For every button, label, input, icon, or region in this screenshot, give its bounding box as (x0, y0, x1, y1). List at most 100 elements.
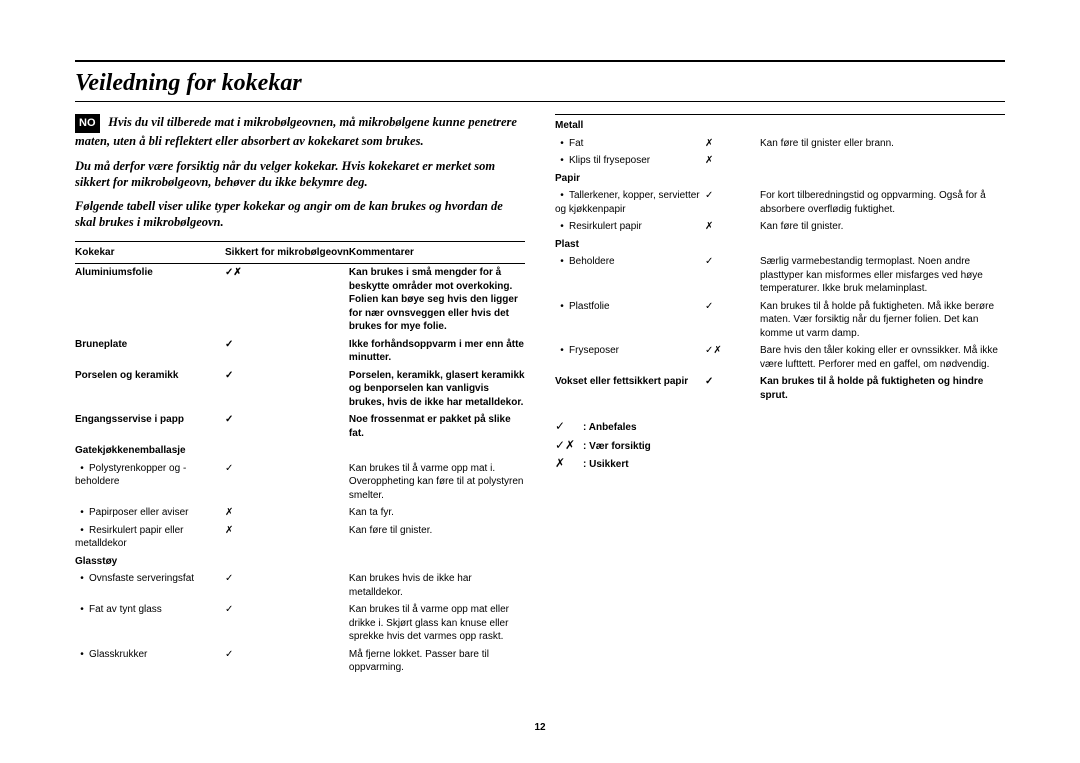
safe-cell: ✓ (225, 646, 349, 677)
item-row: •Klips til fryseposer✗ (555, 152, 1005, 170)
safe-cell: ✓ (705, 373, 760, 404)
label-cell: •Papirposer eller aviser (75, 504, 225, 522)
label-cell: Papir (555, 170, 705, 188)
comment-cell: Kan føre til gnister. (760, 218, 1005, 236)
category-row: Metall (555, 117, 1005, 135)
comment-cell (760, 170, 1005, 188)
safe-cell: ✓✗ (705, 342, 760, 373)
label-cell: •Polystyrenkopper og -beholdere (75, 460, 225, 505)
category-row: Vokset eller fettsikkert papir✓Kan bruke… (555, 373, 1005, 404)
comment-cell: Kan ta fyr. (349, 504, 525, 522)
item-row: •Polystyrenkopper og -beholdere✓Kan bruk… (75, 460, 525, 505)
comment-cell (760, 117, 1005, 135)
comment-cell: Kan føre til gnister eller brann. (760, 135, 1005, 153)
header-rule (75, 101, 1005, 102)
category-row: Gatekjøkkenemballasje (75, 442, 525, 460)
comment-cell: Kan brukes til å varme opp mat eller dri… (349, 601, 525, 646)
label-cell: Engangsservise i papp (75, 411, 225, 442)
category-row: Engangsservise i papp✓Noe frossenmat er … (75, 411, 525, 442)
comment-cell (349, 442, 525, 460)
comment-cell: Kan føre til gnister. (349, 522, 525, 553)
safe-cell: ✓ (705, 253, 760, 298)
top-rule (75, 60, 1005, 62)
item-row: •Papirposer eller aviser✗Kan ta fyr. (75, 504, 525, 522)
content-columns: NO Hvis du vil tilberede mat i mikrobølg… (75, 114, 1005, 677)
item-row: •Ovnsfaste serveringsfat✓Kan brukes hvis… (75, 570, 525, 601)
right-col-rule (555, 114, 1005, 115)
comment-cell: Kan brukes til å varme opp mat i. Overop… (349, 460, 525, 505)
safe-cell: ✗ (705, 218, 760, 236)
comment-cell (760, 152, 1005, 170)
category-row: Bruneplate✓Ikke forhåndsoppvarm i mer en… (75, 336, 525, 367)
label-cell: •Beholdere (555, 253, 705, 298)
label-cell: •Ovnsfaste serveringsfat (75, 570, 225, 601)
comment-cell (760, 236, 1005, 254)
safe-cell: ✗ (705, 152, 760, 170)
comment-cell: Ikke forhåndsoppvarm i mer enn åtte minu… (349, 336, 525, 367)
intro-para-1: Du må derfor være forsiktig når du velge… (75, 158, 525, 191)
label-cell: •Fat (555, 135, 705, 153)
label-cell: •Tallerkener, kopper, servietter og kjøk… (555, 187, 705, 218)
guide-table-right: Metall•Fat✗Kan føre til gnister eller br… (555, 117, 1005, 404)
page-title: Veiledning for kokekar (75, 70, 1005, 97)
comment-cell: Kan brukes til å holde på fuktigheten. M… (760, 298, 1005, 343)
intro-para-2: Følgende tabell viser ulike typer kokeka… (75, 198, 525, 231)
comment-cell: For kort tilberedningstid og oppvarming.… (760, 187, 1005, 218)
left-column: NO Hvis du vil tilberede mat i mikrobølg… (75, 114, 525, 677)
language-badge: NO (75, 114, 100, 133)
intro-para-0: Hvis du vil tilberede mat i mikrobølgeov… (75, 115, 517, 148)
comment-cell: Kan brukes hvis de ikke har metalldekor. (349, 570, 525, 601)
label-cell: Aluminiumsfolie (75, 264, 225, 336)
safe-cell: ✓ (225, 460, 349, 505)
item-row: •Beholdere✓Særlig varmebestandig termopl… (555, 253, 1005, 298)
safe-cell (705, 117, 760, 135)
safe-cell (705, 236, 760, 254)
label-cell: •Plastfolie (555, 298, 705, 343)
legend-bad: ✗: Usikkert (555, 455, 1005, 472)
safe-cell: ✓ (225, 601, 349, 646)
safe-cell: ✗ (225, 522, 349, 553)
item-row: •Glasskrukker✓Må fjerne lokket. Passer b… (75, 646, 525, 677)
safe-cell (225, 553, 349, 571)
item-row: •Fryseposer✓✗Bare hvis den tåler koking … (555, 342, 1005, 373)
item-row: •Plastfolie✓Kan brukes til å holde på fu… (555, 298, 1005, 343)
comment-cell: Særlig varmebestandig termoplast. Noen a… (760, 253, 1005, 298)
safe-cell: ✗ (225, 504, 349, 522)
legend: ✓: Anbefales ✓✗: Vær forsiktig ✗: Usikke… (555, 418, 1005, 472)
label-cell: •Klips til fryseposer (555, 152, 705, 170)
safe-cell: ✓ (225, 411, 349, 442)
comment-cell: Kan brukes i små mengder for å beskytte … (349, 264, 525, 336)
label-cell: Glasstøy (75, 553, 225, 571)
th-kokekar: Kokekar (75, 241, 225, 264)
label-cell: Bruneplate (75, 336, 225, 367)
th-kommentarer: Kommentarer (349, 241, 525, 264)
category-row: Plast (555, 236, 1005, 254)
safe-cell: ✓ (705, 298, 760, 343)
comment-cell: Kan brukes til å holde på fuktigheten og… (760, 373, 1005, 404)
category-row: Porselen og keramikk✓Porselen, keramikk,… (75, 367, 525, 412)
safe-cell (705, 170, 760, 188)
page-number: 12 (0, 722, 1080, 733)
safe-cell: ✗ (705, 135, 760, 153)
th-sikkert: Sikkert for mikrobølgeovn (225, 241, 349, 264)
safe-cell: ✓ (225, 570, 349, 601)
label-cell: Porselen og keramikk (75, 367, 225, 412)
safe-cell (225, 442, 349, 460)
label-cell: •Fryseposer (555, 342, 705, 373)
safe-cell: ✓ (225, 367, 349, 412)
label-cell: •Resirkulert papir (555, 218, 705, 236)
guide-table-left: Kokekar Sikkert for mikrobølgeovn Kommen… (75, 241, 525, 677)
comment-cell: Må fjerne lokket. Passer bare til oppvar… (349, 646, 525, 677)
category-row: Aluminiumsfolie✓✗Kan brukes i små mengde… (75, 264, 525, 336)
label-cell: Plast (555, 236, 705, 254)
label-cell: •Glasskrukker (75, 646, 225, 677)
category-row: Papir (555, 170, 1005, 188)
safe-cell: ✓ (225, 336, 349, 367)
comment-cell: Noe frossenmat er pakket på slike fat. (349, 411, 525, 442)
label-cell: Gatekjøkkenemballasje (75, 442, 225, 460)
item-row: •Resirkulert papir✗Kan føre til gnister. (555, 218, 1005, 236)
label-cell: Metall (555, 117, 705, 135)
item-row: •Tallerkener, kopper, servietter og kjøk… (555, 187, 1005, 218)
item-row: •Fat✗Kan føre til gnister eller brann. (555, 135, 1005, 153)
legend-ok: ✓: Anbefales (555, 418, 1005, 435)
